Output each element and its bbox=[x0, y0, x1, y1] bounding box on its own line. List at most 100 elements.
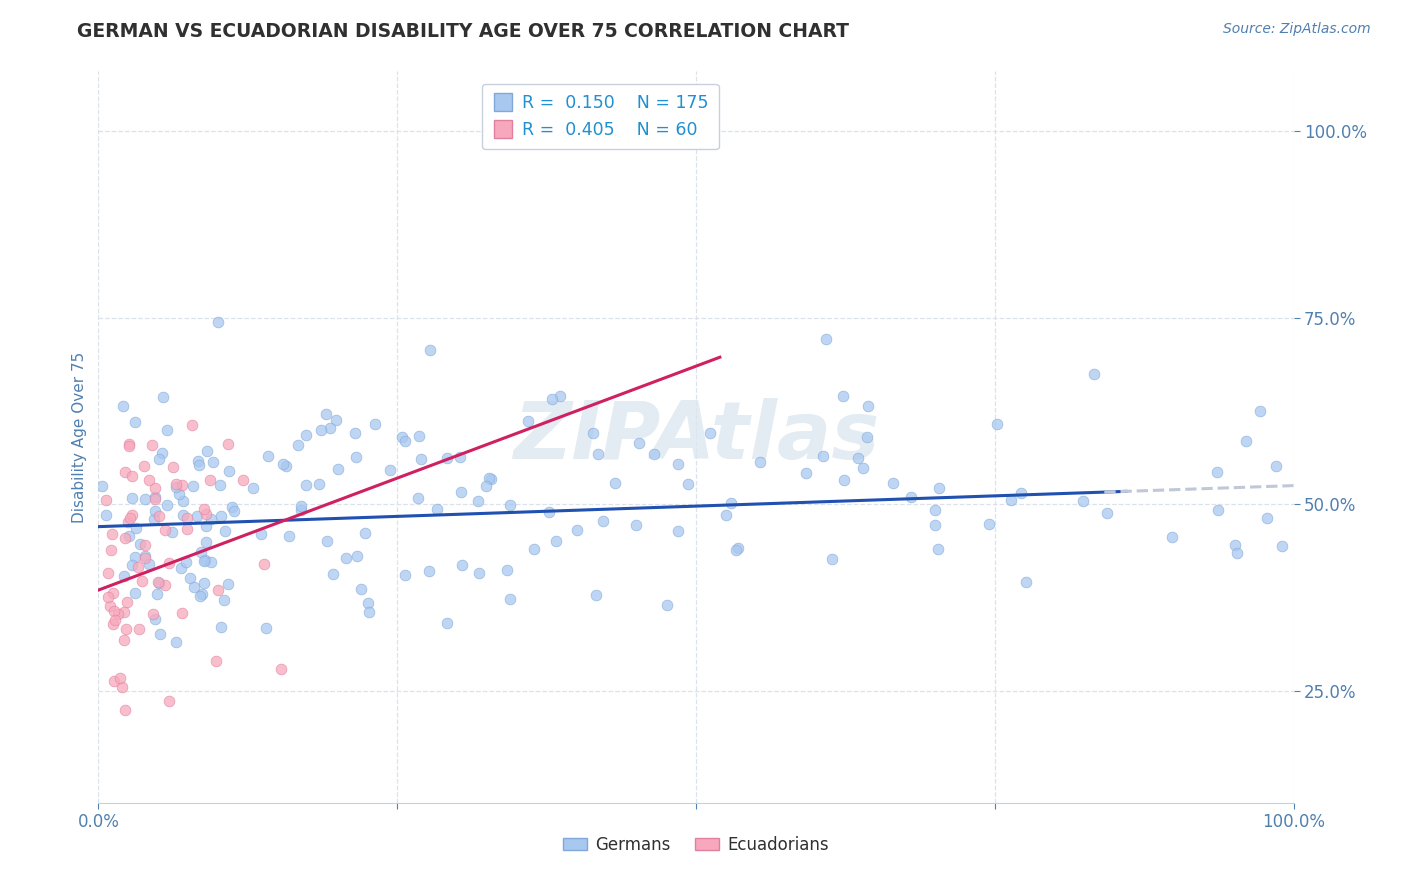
Point bbox=[287, 438, 309, 452]
Point bbox=[346, 549, 368, 563]
Point bbox=[209, 508, 232, 523]
Point bbox=[121, 491, 143, 505]
Point bbox=[364, 417, 387, 431]
Point bbox=[142, 512, 165, 526]
Point bbox=[152, 390, 174, 404]
Point bbox=[176, 511, 198, 525]
Point bbox=[1160, 530, 1182, 544]
Point bbox=[924, 518, 946, 533]
Y-axis label: Disability Age Over 75: Disability Age Over 75 bbox=[72, 351, 87, 523]
Point bbox=[143, 481, 166, 495]
Point bbox=[148, 576, 170, 591]
Point bbox=[668, 457, 690, 471]
Point bbox=[195, 535, 218, 549]
Point bbox=[176, 522, 198, 536]
Point bbox=[157, 694, 180, 708]
Point bbox=[194, 553, 217, 567]
Point bbox=[121, 558, 143, 573]
Point bbox=[111, 680, 134, 694]
Point bbox=[1010, 486, 1032, 500]
Point bbox=[391, 430, 413, 444]
Point bbox=[858, 399, 880, 413]
Point bbox=[100, 599, 122, 614]
Point bbox=[124, 415, 146, 429]
Point bbox=[170, 606, 193, 620]
Point bbox=[1015, 574, 1038, 589]
Point bbox=[1205, 466, 1227, 480]
Point bbox=[204, 654, 226, 668]
Point bbox=[143, 504, 166, 518]
Point bbox=[325, 413, 347, 427]
Point bbox=[271, 457, 294, 471]
Point bbox=[217, 576, 239, 591]
Point bbox=[176, 555, 198, 569]
Point bbox=[218, 464, 240, 478]
Point bbox=[295, 428, 318, 442]
Point bbox=[924, 503, 946, 517]
Point bbox=[977, 517, 1000, 532]
Point bbox=[585, 588, 607, 602]
Point bbox=[582, 425, 605, 440]
Point bbox=[134, 492, 156, 507]
Point bbox=[928, 481, 950, 495]
Point bbox=[103, 674, 125, 689]
Point bbox=[97, 566, 120, 580]
Point bbox=[114, 703, 136, 717]
Point bbox=[101, 616, 124, 631]
Point bbox=[250, 527, 273, 541]
Point bbox=[195, 507, 218, 521]
Point bbox=[118, 529, 141, 543]
Point bbox=[436, 450, 458, 465]
Point bbox=[478, 471, 501, 485]
Point bbox=[1223, 538, 1246, 552]
Point bbox=[193, 554, 215, 568]
Point bbox=[195, 443, 218, 458]
Point bbox=[411, 451, 433, 466]
Point bbox=[120, 511, 142, 525]
Point bbox=[172, 478, 194, 492]
Point bbox=[900, 490, 922, 504]
Point bbox=[195, 519, 218, 533]
Point bbox=[643, 447, 665, 461]
Point bbox=[588, 447, 610, 461]
Point bbox=[146, 574, 169, 589]
Point bbox=[118, 436, 141, 450]
Point bbox=[200, 555, 222, 569]
Point bbox=[856, 430, 879, 444]
Point bbox=[212, 593, 235, 607]
Point bbox=[153, 523, 176, 537]
Point bbox=[450, 450, 472, 464]
Point bbox=[626, 517, 648, 532]
Point bbox=[394, 434, 416, 449]
Point bbox=[183, 479, 205, 493]
Point bbox=[290, 503, 312, 517]
Point bbox=[201, 454, 224, 468]
Point bbox=[1000, 493, 1022, 508]
Point bbox=[548, 389, 571, 403]
Point bbox=[97, 590, 120, 604]
Point bbox=[115, 595, 138, 609]
Point bbox=[94, 492, 117, 507]
Point bbox=[131, 574, 153, 588]
Point bbox=[378, 463, 401, 477]
Point bbox=[103, 613, 125, 627]
Point bbox=[114, 532, 136, 546]
Point bbox=[831, 389, 853, 403]
Point bbox=[592, 514, 614, 528]
Point bbox=[846, 451, 869, 466]
Point bbox=[143, 491, 166, 506]
Point bbox=[156, 423, 179, 437]
Point bbox=[254, 621, 277, 635]
Point bbox=[1271, 539, 1294, 553]
Point bbox=[714, 508, 737, 522]
Point bbox=[143, 490, 166, 504]
Point bbox=[408, 429, 430, 443]
Point bbox=[821, 551, 844, 566]
Point bbox=[187, 458, 209, 472]
Point bbox=[1225, 546, 1247, 560]
Point bbox=[149, 627, 172, 641]
Point bbox=[142, 607, 165, 621]
Point bbox=[127, 560, 149, 574]
Point bbox=[214, 524, 236, 538]
Point bbox=[134, 538, 156, 552]
